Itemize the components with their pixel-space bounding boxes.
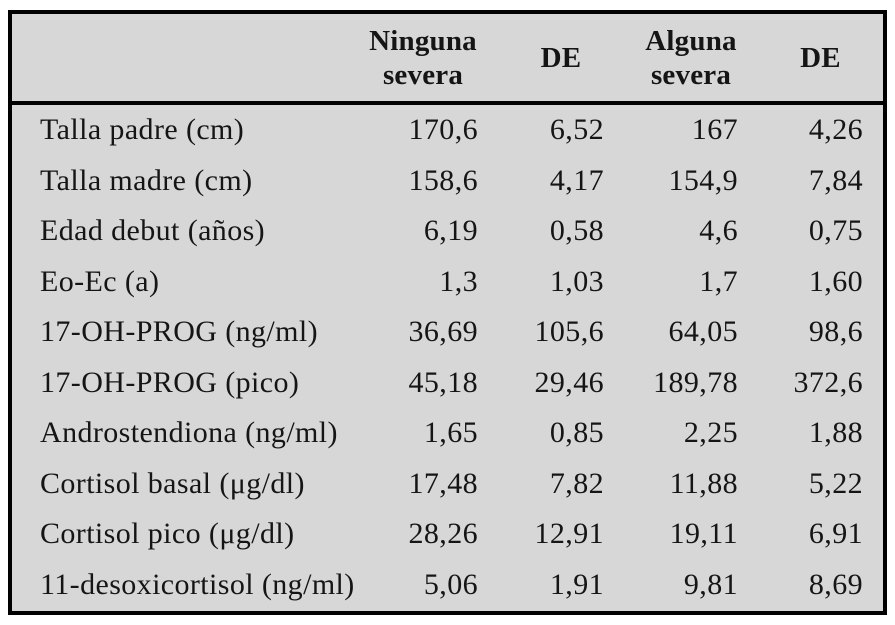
- value-cell: 6,19: [423, 214, 478, 248]
- value-cell: 170,6: [408, 113, 478, 147]
- value-cell: 6,52: [549, 113, 604, 147]
- value-cell: 105,6: [534, 315, 604, 349]
- value-cell: 8,69: [808, 567, 863, 601]
- value-cell: 36,69: [408, 315, 478, 349]
- value-cell: 5,06: [423, 567, 478, 601]
- table-row: Edad debut (años) 6,19 0,58 4,6 0,75: [12, 206, 883, 257]
- row-label: 17-OH-PROG (ng/ml): [40, 315, 319, 349]
- table-row: Talla padre (cm) 170,6 6,52 167 4,26: [12, 105, 883, 156]
- value-cell: 5,22: [808, 466, 863, 500]
- table-row: 17-OH-PROG (pico) 45,18 29,46 189,78 372…: [12, 358, 883, 409]
- value-cell: 7,82: [549, 466, 604, 500]
- row-label: 11-desoxicortisol (ng/ml): [40, 567, 355, 601]
- value-cell: 29,46: [534, 365, 604, 399]
- column-header-ninguna-severa: Ninguna severa: [369, 24, 477, 91]
- value-cell: 12,91: [534, 517, 604, 551]
- table-row: Androstendiona (ng/ml) 1,65 0,85 2,25 1,…: [12, 408, 883, 459]
- value-cell: 158,6: [408, 163, 478, 197]
- column-header-de-2: DE: [800, 41, 841, 74]
- table-row: Cortisol pico (μg/dl) 28,26 12,91 19,11 …: [12, 509, 883, 560]
- value-cell: 0,85: [549, 416, 604, 450]
- value-cell: 4,6: [699, 214, 738, 248]
- value-cell: 1,88: [808, 416, 863, 450]
- value-cell: 45,18: [408, 365, 478, 399]
- value-cell: 9,81: [683, 567, 738, 601]
- value-cell: 167: [691, 113, 738, 147]
- value-cell: 28,26: [408, 517, 478, 551]
- row-label: Talla madre (cm): [40, 163, 253, 197]
- table-row: Eo-Ec (a) 1,3 1,03 1,7 1,60: [12, 257, 883, 308]
- value-cell: 4,26: [808, 113, 863, 147]
- row-label: Talla padre (cm): [40, 113, 245, 147]
- value-cell: 7,84: [808, 163, 863, 197]
- value-cell: 1,03: [549, 264, 604, 298]
- value-cell: 0,58: [549, 214, 604, 248]
- value-cell: 98,6: [808, 315, 863, 349]
- table-row: 17-OH-PROG (ng/ml) 36,69 105,6 64,05 98,…: [12, 307, 883, 358]
- value-cell: 0,75: [808, 214, 863, 248]
- row-label: 17-OH-PROG (pico): [40, 365, 300, 399]
- table-header-row: Ninguna severa DE Alguna severa DE: [12, 14, 883, 105]
- row-label: Androstendiona (ng/ml): [40, 416, 338, 450]
- column-header-de-1: DE: [540, 41, 582, 74]
- data-table: Ninguna severa DE Alguna severa DE Talla…: [8, 10, 887, 615]
- value-cell: 17,48: [408, 466, 478, 500]
- value-cell: 372,6: [793, 365, 863, 399]
- value-cell: 11,88: [669, 466, 738, 500]
- row-label: Cortisol basal (μg/dl): [40, 466, 305, 500]
- table-row: Cortisol basal (μg/dl) 17,48 7,82 11,88 …: [12, 459, 883, 510]
- value-cell: 2,25: [683, 416, 738, 450]
- value-cell: 1,91: [549, 567, 604, 601]
- table-row: Talla madre (cm) 158,6 4,17 154,9 7,84: [12, 156, 883, 207]
- value-cell: 1,7: [699, 264, 738, 298]
- value-cell: 1,60: [808, 264, 863, 298]
- value-cell: 154,9: [668, 163, 738, 197]
- row-label: Cortisol pico (μg/dl): [40, 517, 295, 551]
- value-cell: 189,78: [653, 365, 738, 399]
- value-cell: 6,91: [808, 517, 863, 551]
- row-label: Eo-Ec (a): [40, 264, 160, 298]
- value-cell: 4,17: [549, 163, 604, 197]
- value-cell: 1,3: [439, 264, 478, 298]
- value-cell: 1,65: [423, 416, 478, 450]
- table-row: 11-desoxicortisol (ng/ml) 5,06 1,91 9,81…: [12, 560, 883, 611]
- column-header-alguna-severa: Alguna severa: [645, 24, 737, 91]
- row-label: Edad debut (años): [40, 214, 266, 248]
- value-cell: 19,11: [669, 517, 738, 551]
- value-cell: 64,05: [668, 315, 738, 349]
